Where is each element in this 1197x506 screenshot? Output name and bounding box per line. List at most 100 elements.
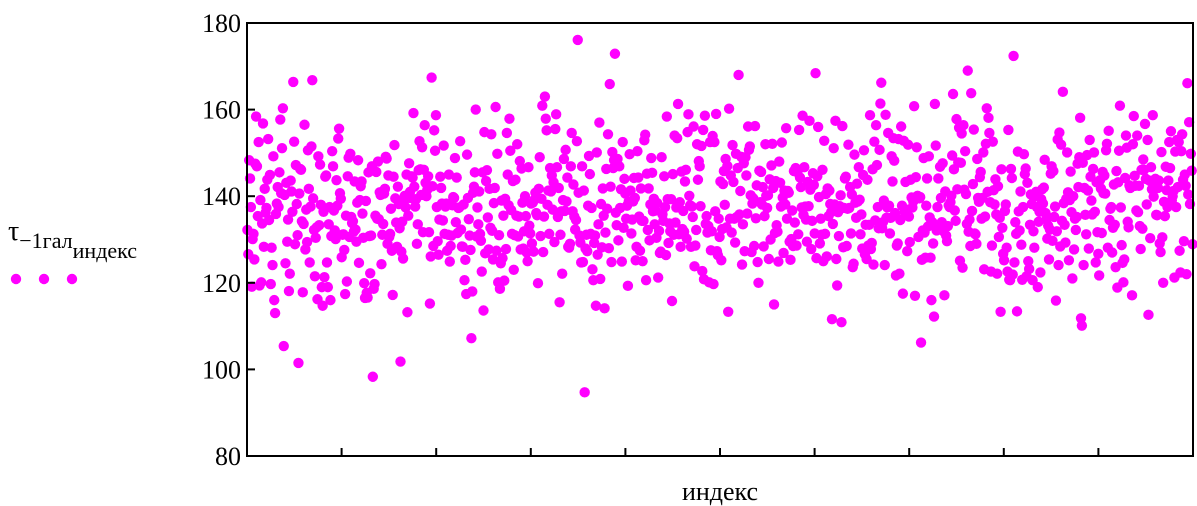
- data-point: [1118, 277, 1129, 288]
- data-point: [892, 238, 903, 249]
- data-point: [946, 150, 958, 161]
- data-point: [688, 121, 699, 132]
- y-tick-label: 140: [202, 182, 241, 211]
- data-point: [1028, 226, 1039, 237]
- data-point: [504, 113, 515, 124]
- data-point: [556, 268, 568, 279]
- data-point: [432, 236, 443, 247]
- data-point: [1011, 306, 1023, 317]
- data-point: [409, 181, 420, 192]
- data-point: [435, 171, 446, 182]
- data-point: [451, 172, 462, 183]
- data-point: [737, 219, 749, 230]
- data-point: [392, 181, 404, 192]
- data-point: [269, 294, 280, 306]
- data-point: [646, 152, 657, 164]
- data-point: [1035, 267, 1046, 278]
- data-point: [855, 229, 866, 240]
- data-point: [576, 161, 588, 172]
- data-point: [1096, 227, 1107, 239]
- data-point: [874, 144, 885, 156]
- axis-ticks: [247, 22, 1100, 457]
- data-point: [367, 371, 379, 382]
- data-point: [1023, 263, 1035, 275]
- data-point: [377, 218, 389, 230]
- data-point: [1003, 124, 1014, 136]
- data-point: [1029, 242, 1040, 253]
- data-point: [941, 236, 953, 247]
- data-point: [333, 133, 344, 144]
- data-point: [812, 121, 824, 133]
- data-point: [727, 139, 738, 151]
- data-point: [672, 132, 683, 144]
- data-point: [925, 252, 936, 263]
- data-point: [286, 186, 297, 197]
- data-point: [614, 161, 625, 172]
- data-point: [603, 242, 615, 254]
- legend-marker: [10, 273, 22, 285]
- data-point: [726, 227, 737, 238]
- data-point: [494, 283, 506, 295]
- data-point: [256, 277, 267, 288]
- data-point: [695, 200, 706, 212]
- data-point: [483, 244, 494, 255]
- svg-text:τ−1галиндекс: τ−1галиндекс: [8, 216, 137, 263]
- data-point: [469, 167, 481, 178]
- data-point: [697, 124, 709, 136]
- data-point: [1111, 165, 1122, 177]
- data-point: [979, 211, 991, 222]
- data-point: [686, 201, 698, 212]
- data-point: [791, 240, 802, 251]
- data-point: [572, 34, 583, 46]
- data-point: [478, 305, 489, 316]
- data-point: [1082, 185, 1094, 196]
- data-point: [864, 110, 876, 121]
- data-point: [942, 220, 954, 232]
- data-point: [1174, 245, 1185, 256]
- data-point: [587, 264, 598, 275]
- data-point: [717, 178, 729, 190]
- data-point: [276, 142, 288, 154]
- data-point: [571, 136, 583, 147]
- data-point: [549, 236, 560, 248]
- data-point: [486, 129, 497, 140]
- data-point: [793, 124, 805, 136]
- data-point: [365, 268, 376, 279]
- y-tick-label: 180: [202, 9, 241, 38]
- data-point: [1180, 180, 1191, 192]
- data-point: [750, 213, 762, 224]
- data-point: [1053, 259, 1064, 271]
- data-point: [510, 174, 521, 185]
- data-point: [291, 198, 302, 210]
- data-point: [1065, 166, 1076, 177]
- data-point: [606, 256, 617, 268]
- data-point: [993, 231, 1005, 243]
- data-point: [778, 247, 789, 259]
- data-point: [565, 161, 577, 172]
- data-point: [273, 201, 284, 213]
- data-point: [836, 317, 847, 328]
- data-point: [294, 188, 305, 199]
- data-point: [1008, 50, 1019, 62]
- data-point: [1088, 147, 1100, 158]
- data-point: [939, 290, 950, 301]
- data-point: [1173, 136, 1184, 148]
- data-point: [653, 225, 665, 237]
- data-point: [761, 202, 773, 214]
- data-point: [568, 179, 579, 190]
- data-point: [249, 254, 260, 265]
- data-point: [1055, 139, 1067, 150]
- data-point: [1157, 277, 1169, 288]
- data-point: [339, 288, 351, 300]
- data-point: [397, 253, 409, 264]
- data-point: [482, 212, 494, 223]
- data-point: [1183, 189, 1194, 200]
- data-point: [566, 127, 577, 139]
- data-point: [1141, 199, 1152, 210]
- legend-marker: [38, 273, 50, 285]
- data-point: [595, 273, 606, 285]
- data-point: [894, 268, 905, 279]
- data-point: [493, 229, 505, 241]
- data-point: [927, 238, 939, 249]
- data-point: [1039, 154, 1050, 166]
